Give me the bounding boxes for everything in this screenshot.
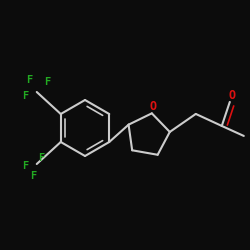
Text: F: F xyxy=(26,75,32,85)
Text: F: F xyxy=(22,161,28,171)
Text: O: O xyxy=(228,90,235,102)
Text: F: F xyxy=(22,91,28,101)
Text: F: F xyxy=(38,153,44,163)
Text: O: O xyxy=(149,100,156,113)
Text: F: F xyxy=(30,171,36,181)
Text: F: F xyxy=(44,77,50,87)
